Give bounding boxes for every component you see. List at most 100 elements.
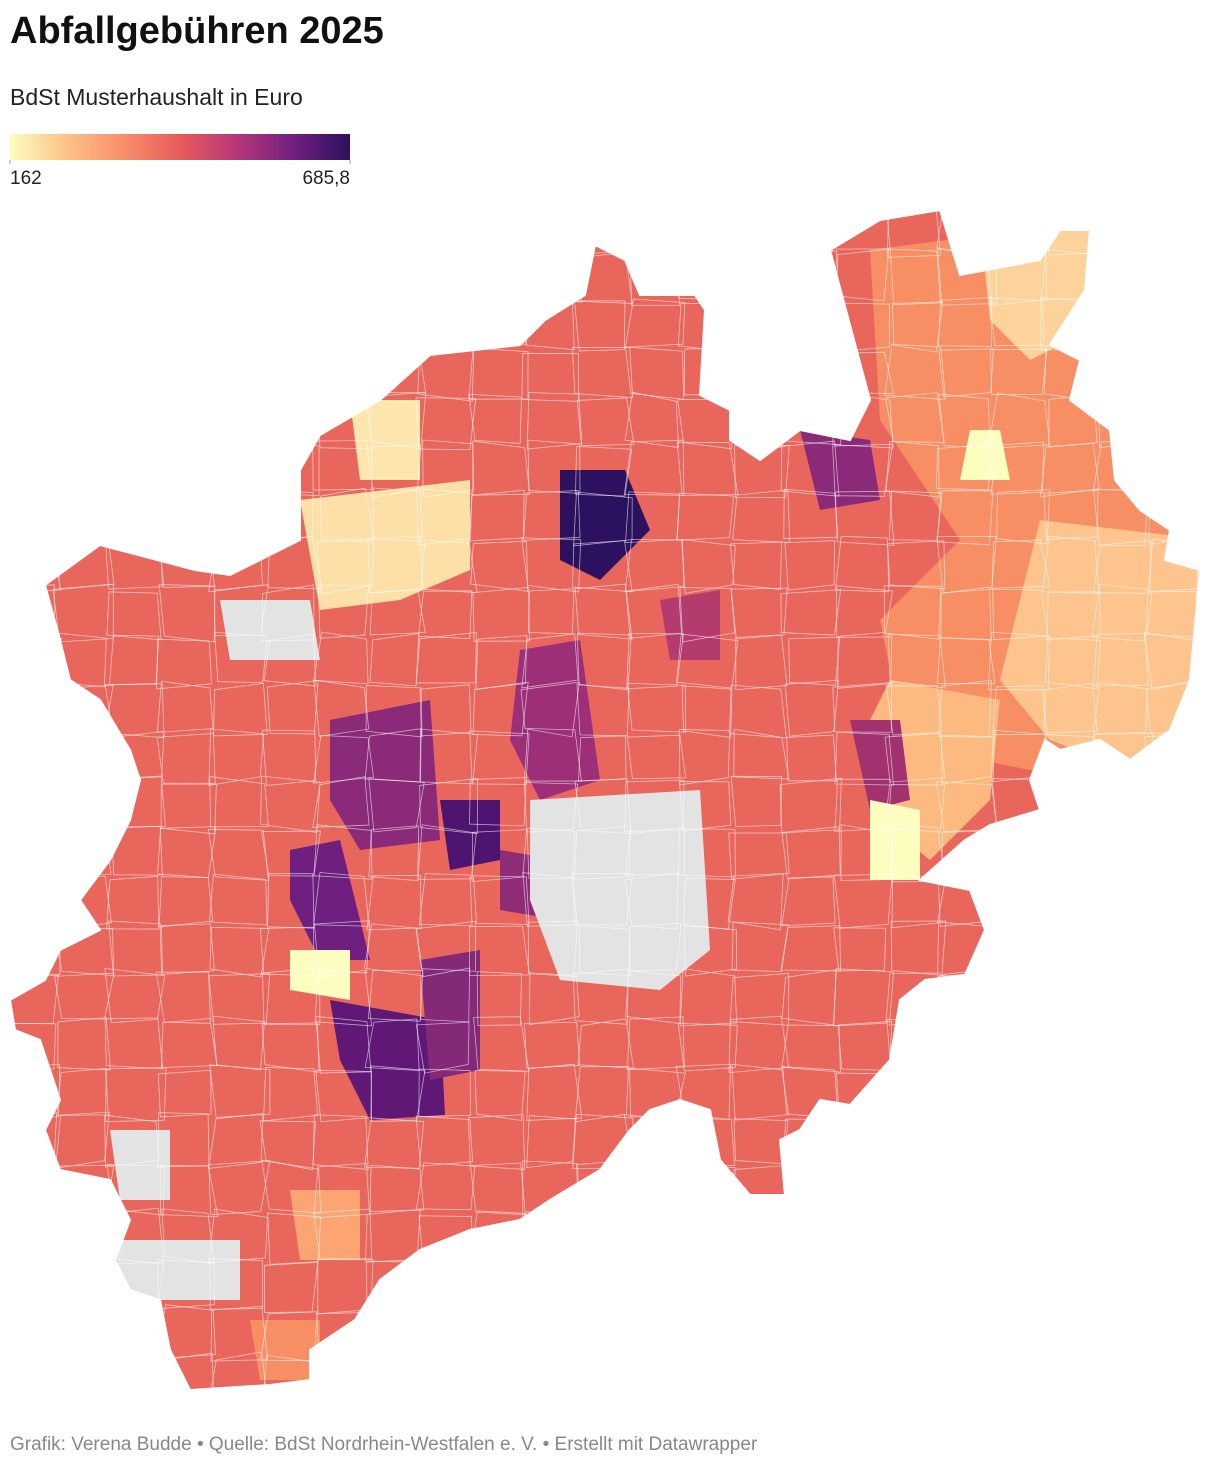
municipality-border: [1041, 873, 1102, 929]
municipality-border: [1145, 776, 1200, 832]
municipality-border: [468, 1259, 527, 1314]
municipality-border: [263, 210, 315, 258]
municipality-border: [1095, 824, 1151, 879]
municipality-border: [936, 1259, 999, 1309]
municipality-border: [472, 587, 530, 642]
municipality-border: [472, 440, 531, 496]
municipality-border: [784, 540, 835, 591]
municipality-border: [681, 685, 733, 738]
municipality-border: [10, 1256, 63, 1314]
municipality-border: [1040, 1071, 1098, 1120]
municipality-border: [1196, 1262, 1200, 1314]
municipality-border: [211, 343, 263, 402]
municipality-border: [521, 1211, 578, 1266]
municipality-border: [318, 584, 370, 639]
municipality-border: [989, 827, 1042, 880]
municipality-border: [679, 781, 732, 832]
municipality-border: [259, 926, 315, 976]
municipality-border: [312, 1114, 369, 1170]
municipality-border: [675, 210, 736, 258]
municipality-border: [10, 1306, 58, 1357]
footer: Grafik: Verena Budde • Quelle: BdSt Nord…: [10, 1434, 758, 1455]
municipality-border: [575, 1358, 630, 1390]
municipality-border: [935, 443, 993, 491]
municipality-border: [369, 588, 426, 636]
municipality-border: [315, 1069, 372, 1123]
municipality-border: [679, 1352, 735, 1390]
municipality-border: [110, 397, 158, 443]
municipality-border: [626, 1209, 687, 1261]
municipality-border: [157, 1259, 215, 1310]
municipality-border: [1040, 777, 1100, 832]
municipality-border: [1145, 1352, 1200, 1390]
municipality-border: [677, 1022, 738, 1072]
municipality-border: [10, 679, 63, 732]
municipality-border: [781, 876, 836, 927]
municipality-border: [527, 920, 579, 976]
municipality-border: [475, 635, 528, 690]
municipality-border: [678, 248, 738, 300]
municipality-border: [109, 1354, 161, 1390]
municipality-border: [728, 251, 789, 303]
municipality-border: [1148, 1016, 1198, 1075]
municipality-border: [54, 1306, 109, 1356]
municipality-border: [1196, 543, 1200, 589]
municipality-border: [783, 1160, 843, 1219]
municipality-border: [573, 825, 631, 880]
municipality-border: [10, 495, 55, 539]
municipality-border: [1145, 296, 1200, 353]
municipality-border: [1043, 682, 1098, 734]
municipality-border: [157, 1069, 212, 1118]
municipality-border: [1197, 345, 1200, 396]
municipality-border: [367, 296, 422, 355]
municipality-border: [418, 590, 473, 639]
municipality-border: [628, 922, 682, 972]
municipality-border: [937, 1064, 998, 1122]
municipality-border: [735, 398, 790, 448]
municipality-border: [624, 872, 679, 930]
municipality-border: [104, 967, 166, 1024]
municipality-border: [369, 1164, 425, 1212]
municipality-border: [783, 488, 839, 539]
municipality-border: [10, 776, 59, 834]
municipality-border: [1199, 1015, 1200, 1070]
municipality-border: [1149, 210, 1200, 254]
municipality-border: [684, 925, 737, 977]
municipality-border: [1095, 873, 1148, 925]
municipality-border: [991, 1209, 1047, 1262]
municipality-border: [1148, 1263, 1200, 1314]
municipality-border: [781, 1024, 841, 1073]
municipality-border: [1198, 252, 1200, 304]
municipality-border: [834, 731, 894, 786]
municipality-border: [51, 247, 115, 302]
municipality-border: [1203, 303, 1220, 352]
municipality-border: [418, 1068, 471, 1117]
municipality-border: [54, 972, 115, 1020]
municipality-border: [940, 734, 994, 785]
municipality-border: [520, 1257, 582, 1314]
municipality-border: [1095, 1161, 1149, 1214]
municipality-border: [415, 920, 476, 972]
municipality-border: [988, 921, 1050, 973]
municipality-border: [683, 1306, 732, 1355]
municipality-border: [676, 633, 739, 689]
municipality-border: [472, 681, 529, 737]
municipality-border: [369, 632, 420, 687]
municipality-border: [1092, 540, 1152, 594]
municipality-border: [1093, 975, 1150, 1021]
municipality-border: [312, 734, 374, 784]
municipality-border: [104, 344, 165, 401]
municipality-border: [987, 392, 1051, 449]
municipality-border: [469, 777, 527, 827]
municipality-border: [626, 682, 687, 733]
municipality-border: [470, 249, 530, 304]
municipality-border: [1199, 968, 1200, 1026]
municipality-border: [474, 1070, 526, 1121]
municipality-border: [884, 732, 946, 783]
municipality-border: [525, 210, 576, 256]
municipality-border: [51, 731, 112, 783]
municipality-border: [416, 488, 473, 546]
municipality-border: [936, 637, 996, 685]
municipality-border: [887, 634, 946, 689]
municipality-border: [467, 295, 528, 347]
